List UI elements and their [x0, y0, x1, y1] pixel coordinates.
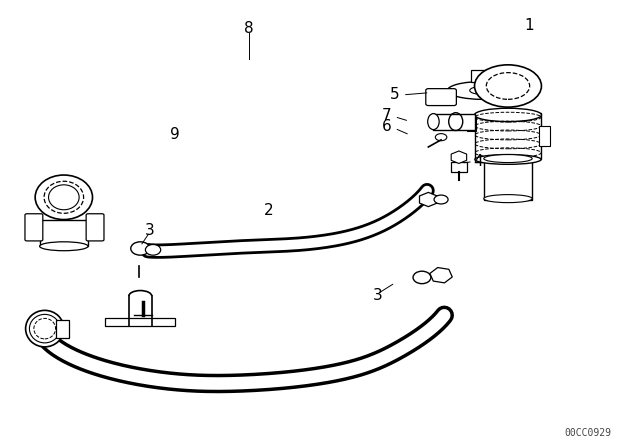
- Text: 1: 1: [524, 18, 534, 34]
- Text: 4: 4: [473, 154, 483, 169]
- Text: 9: 9: [170, 127, 180, 142]
- FancyBboxPatch shape: [40, 220, 88, 246]
- Ellipse shape: [474, 65, 541, 107]
- FancyBboxPatch shape: [484, 159, 532, 199]
- Ellipse shape: [428, 114, 439, 129]
- FancyBboxPatch shape: [426, 89, 456, 106]
- Ellipse shape: [484, 155, 532, 163]
- Ellipse shape: [434, 195, 448, 204]
- FancyBboxPatch shape: [25, 214, 43, 241]
- Ellipse shape: [26, 310, 64, 347]
- Ellipse shape: [474, 108, 541, 121]
- FancyBboxPatch shape: [105, 319, 175, 326]
- FancyBboxPatch shape: [467, 117, 476, 130]
- Ellipse shape: [435, 134, 447, 141]
- Ellipse shape: [44, 181, 84, 213]
- Text: 2: 2: [264, 203, 274, 218]
- FancyBboxPatch shape: [451, 162, 467, 172]
- Ellipse shape: [131, 242, 150, 255]
- Text: 3: 3: [145, 223, 155, 238]
- FancyBboxPatch shape: [475, 113, 541, 159]
- FancyBboxPatch shape: [433, 114, 475, 129]
- Ellipse shape: [475, 155, 541, 164]
- Ellipse shape: [145, 245, 161, 255]
- Text: 5: 5: [390, 87, 399, 103]
- Ellipse shape: [413, 271, 431, 284]
- FancyBboxPatch shape: [56, 320, 69, 337]
- Text: 8: 8: [244, 21, 253, 35]
- Ellipse shape: [484, 194, 532, 202]
- Ellipse shape: [470, 86, 495, 95]
- Text: 6: 6: [382, 120, 392, 134]
- Text: 3: 3: [372, 288, 382, 303]
- FancyBboxPatch shape: [86, 214, 104, 241]
- Ellipse shape: [35, 175, 93, 220]
- FancyBboxPatch shape: [539, 126, 550, 146]
- Text: 7: 7: [382, 108, 392, 123]
- FancyBboxPatch shape: [471, 70, 494, 82]
- Text: 00CC0929: 00CC0929: [565, 428, 612, 438]
- Ellipse shape: [447, 82, 518, 99]
- Ellipse shape: [40, 242, 88, 251]
